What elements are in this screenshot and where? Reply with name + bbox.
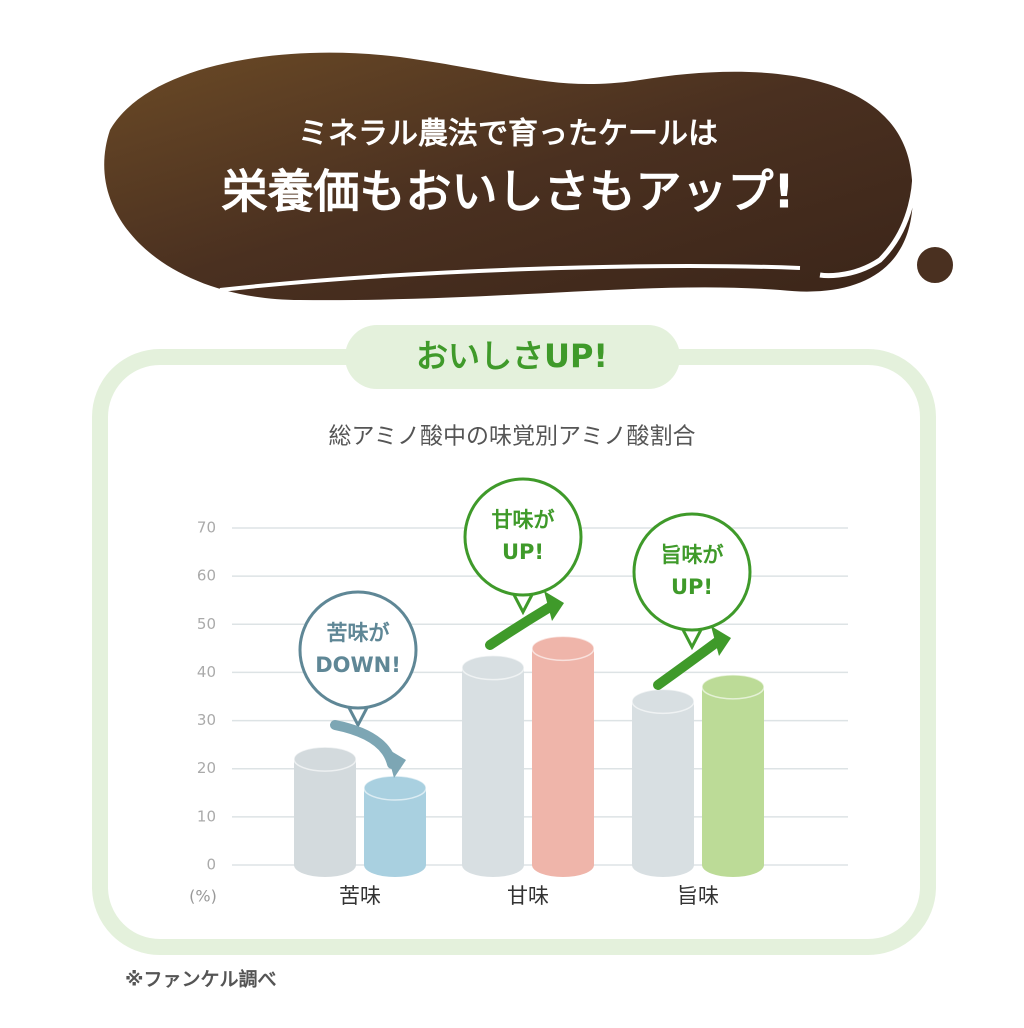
bar — [462, 667, 524, 865]
chart-title: 総アミノ酸中の味覚別アミノ酸割合 — [328, 424, 695, 450]
plot: 0 10 20 30 40 50 60 70 苦味 甘味 旨味 苦味が DOWN! 甘味が UP! 旨味が UP… — [197, 477, 848, 908]
decor-curve — [219, 264, 801, 292]
y-tick-label: 10 — [197, 807, 216, 825]
bar — [702, 686, 764, 865]
x-tick-label: 甘味 — [507, 884, 549, 908]
arrow-head — [386, 748, 406, 778]
arrow-head — [711, 626, 731, 656]
decor-dot — [913, 243, 957, 287]
unit-label: (%) — [189, 887, 217, 906]
bar — [632, 701, 694, 865]
badge-text: おいしさUP! — [416, 337, 608, 375]
arrow-head — [544, 591, 564, 621]
x-tick-label: 苦味 — [339, 884, 381, 908]
bubble-text: DOWN! — [315, 653, 401, 677]
decor-curve — [819, 55, 918, 279]
y-tick-label: 40 — [197, 663, 216, 681]
soil-shape — [104, 52, 913, 301]
bar-top — [701, 674, 765, 700]
y-tick-label: 60 — [197, 567, 216, 585]
y-tick-label: 0 — [206, 856, 216, 874]
bar-top — [363, 775, 427, 801]
bubble — [463, 477, 583, 597]
footer-note: ※ファンケル調べ — [125, 968, 276, 991]
bar — [364, 787, 426, 865]
bar-top — [531, 635, 595, 662]
y-tick-label: 30 — [197, 711, 216, 729]
bubble-text: 甘味が — [492, 508, 555, 532]
bubble-text: UP! — [502, 540, 544, 564]
arrow — [653, 637, 722, 690]
bubble-text: 苦味が — [327, 621, 390, 645]
bar-top — [461, 654, 525, 681]
header-line: ミネラル農法で育ったケールは — [298, 117, 718, 152]
y-tick-label: 70 — [197, 519, 216, 537]
bar-top — [631, 688, 695, 715]
bubble — [632, 512, 752, 632]
header-title: 栄養価もおいしさもアップ! — [222, 165, 795, 219]
x-tick-label: 旨味 — [677, 884, 719, 908]
y-tick-label: 50 — [197, 615, 216, 633]
bubble-text: UP! — [671, 575, 713, 599]
arrow — [485, 602, 555, 650]
bar-top — [293, 746, 357, 772]
bar — [294, 759, 356, 865]
bar — [532, 648, 594, 865]
y-tick-label: 20 — [197, 759, 216, 777]
badge — [345, 325, 680, 389]
bubble — [298, 590, 418, 710]
bubble-text: 旨味が — [661, 543, 724, 567]
